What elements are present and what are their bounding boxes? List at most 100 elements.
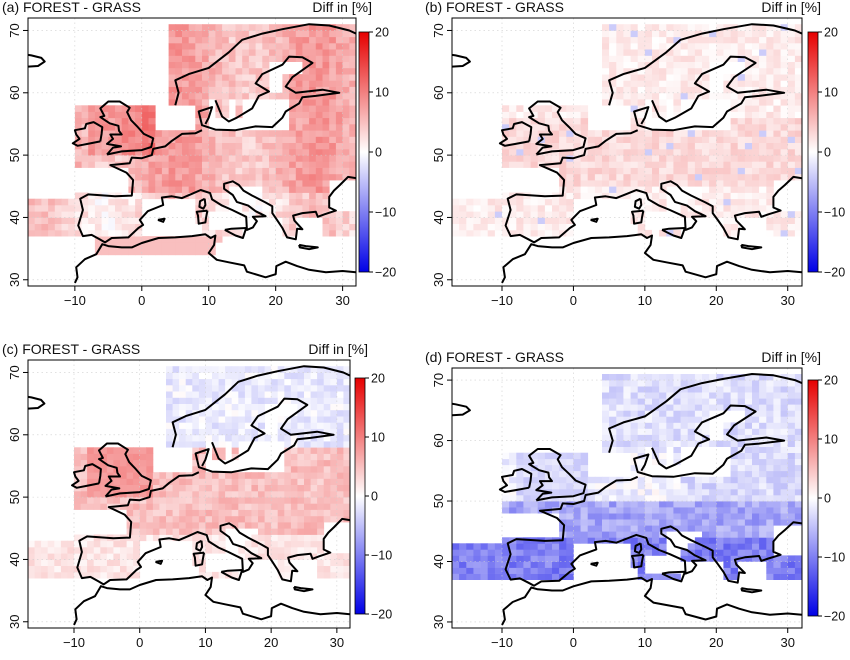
data-cell <box>630 30 639 38</box>
data-cell <box>680 167 689 175</box>
data-cell <box>616 55 624 62</box>
data-cell <box>179 497 187 504</box>
data-cell <box>205 540 213 548</box>
data-cell <box>146 534 154 542</box>
data-cell <box>773 416 781 423</box>
data-cell <box>182 80 190 87</box>
data-cell <box>694 525 703 532</box>
data-cell <box>330 466 338 473</box>
data-cell <box>304 391 311 398</box>
data-cell <box>188 61 196 69</box>
data-cell <box>212 497 219 504</box>
data-cell <box>773 155 781 162</box>
data-cell <box>673 416 681 423</box>
data-cell <box>602 507 610 514</box>
data-cell <box>766 111 774 119</box>
data-cell <box>523 124 531 131</box>
data-cell <box>659 142 667 150</box>
data-cell <box>630 92 639 100</box>
data-cell <box>452 205 460 212</box>
data-cell <box>509 155 517 162</box>
data-cell <box>275 49 283 56</box>
data-cell <box>694 482 703 490</box>
data-cell <box>466 205 474 212</box>
data-cell <box>94 124 102 131</box>
data-cell <box>101 236 109 243</box>
data-cell <box>623 30 631 38</box>
data-cell <box>709 130 717 137</box>
data-cell <box>195 167 203 175</box>
data-cell <box>218 366 226 373</box>
data-cell <box>630 211 639 218</box>
data-cell <box>737 398 746 405</box>
data-cell <box>188 86 196 94</box>
data-cell <box>323 428 331 436</box>
data-cell <box>716 404 724 411</box>
data-cell <box>61 229 69 237</box>
data-cell <box>602 167 610 175</box>
data-cell <box>342 155 350 162</box>
data-cell <box>709 495 717 502</box>
data-cell <box>452 211 460 218</box>
data-cell <box>329 117 337 125</box>
data-cell <box>135 148 143 156</box>
data-cell <box>182 92 190 100</box>
data-cell <box>336 490 344 498</box>
data-cell <box>773 458 781 466</box>
data-cell <box>275 180 283 187</box>
data-cell <box>141 148 149 156</box>
data-cell <box>509 229 517 237</box>
data-cell <box>323 515 331 523</box>
data-cell <box>730 42 739 50</box>
data-cell <box>723 392 731 399</box>
data-cell <box>673 482 681 490</box>
data-cell <box>295 30 303 38</box>
data-cell <box>255 130 263 137</box>
data-cell <box>251 378 259 386</box>
x-tick-label: 10 <box>638 635 652 650</box>
data-cell <box>716 155 724 162</box>
data-cell <box>342 130 350 137</box>
data-cell <box>297 547 305 554</box>
data-cell <box>342 217 350 224</box>
data-cell <box>139 503 147 510</box>
data-cell <box>573 142 581 150</box>
data-cell <box>787 476 796 484</box>
data-cell <box>666 404 674 411</box>
data-cell <box>716 440 724 447</box>
data-cell <box>680 410 689 417</box>
data-cell <box>242 205 250 212</box>
data-cell <box>202 236 210 243</box>
data-cell <box>559 161 567 168</box>
data-cell <box>215 236 223 243</box>
data-cell <box>271 378 279 386</box>
data-cell <box>687 422 696 429</box>
data-cell <box>202 211 210 218</box>
coastline <box>452 23 802 284</box>
data-cell <box>694 86 703 94</box>
data-cell <box>282 155 290 162</box>
data-cell <box>228 92 236 100</box>
data-cell <box>238 384 246 392</box>
data-cell <box>255 155 263 162</box>
data-cell <box>81 136 89 143</box>
data-cell <box>716 142 724 150</box>
data-cell <box>752 537 760 544</box>
data-cell <box>730 92 739 100</box>
data-cell <box>530 211 539 218</box>
data-cell <box>566 105 574 112</box>
data-cell <box>202 67 210 75</box>
data-cell <box>304 366 311 373</box>
data-cell <box>587 519 596 526</box>
data-cell <box>644 186 653 193</box>
data-cell <box>752 42 760 50</box>
data-cell <box>744 205 753 212</box>
data-cell <box>212 434 219 442</box>
data-cell <box>139 528 147 535</box>
data-cell <box>680 24 689 31</box>
data-cell <box>509 205 517 212</box>
data-cell <box>282 30 290 38</box>
data-cell <box>630 476 639 484</box>
data-cell <box>336 553 344 560</box>
data-cell <box>228 130 236 137</box>
